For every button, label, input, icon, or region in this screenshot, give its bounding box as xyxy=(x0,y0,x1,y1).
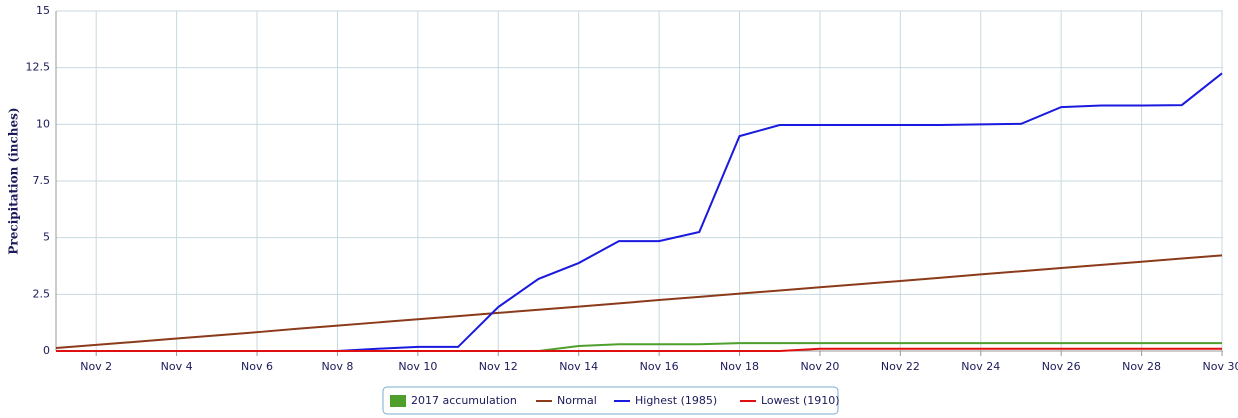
x-tick-label: Nov 16 xyxy=(640,360,679,373)
y-axis-label: Precipitation (inches) xyxy=(7,107,21,254)
legend-box xyxy=(382,386,839,415)
y-tick-label: 15 xyxy=(36,4,50,17)
x-tick-label: Nov 30 xyxy=(1203,360,1238,373)
x-tick-label: Nov 4 xyxy=(161,360,193,373)
legend-label: 2017 accumulation xyxy=(411,394,517,407)
x-tick-label: Nov 2 xyxy=(80,360,112,373)
x-tick-label: Nov 10 xyxy=(398,360,437,373)
y-tick-label: 0 xyxy=(43,344,50,357)
legend-marker xyxy=(390,395,406,407)
legend-label: Normal xyxy=(557,394,597,407)
x-tick-label: Nov 8 xyxy=(321,360,353,373)
series-line xyxy=(56,347,1222,352)
x-tick-label: Nov 18 xyxy=(720,360,759,373)
series-line xyxy=(56,72,1223,352)
x-tick-label: Nov 24 xyxy=(961,360,1000,373)
x-tick-label: Nov 12 xyxy=(479,360,518,373)
legend-label: Lowest (1910) xyxy=(761,394,840,407)
x-tick-label: Nov 20 xyxy=(800,360,839,373)
x-tick-label: Nov 6 xyxy=(241,360,273,373)
y-tick-label: 2.5 xyxy=(33,287,51,300)
y-tick-label: 12.5 xyxy=(26,61,51,74)
x-tick-label: Nov 14 xyxy=(559,360,598,373)
series-line xyxy=(56,342,1222,352)
x-tick-label: Nov 26 xyxy=(1042,360,1081,373)
legend-label: Highest (1985) xyxy=(635,394,717,407)
x-tick-label: Nov 22 xyxy=(881,360,920,373)
series-line xyxy=(55,254,1223,350)
y-tick-label: 7.5 xyxy=(33,174,51,187)
x-tick-label: Nov 28 xyxy=(1122,360,1161,373)
y-tick-label: 10 xyxy=(36,117,50,130)
y-tick-label: 5 xyxy=(43,231,50,244)
